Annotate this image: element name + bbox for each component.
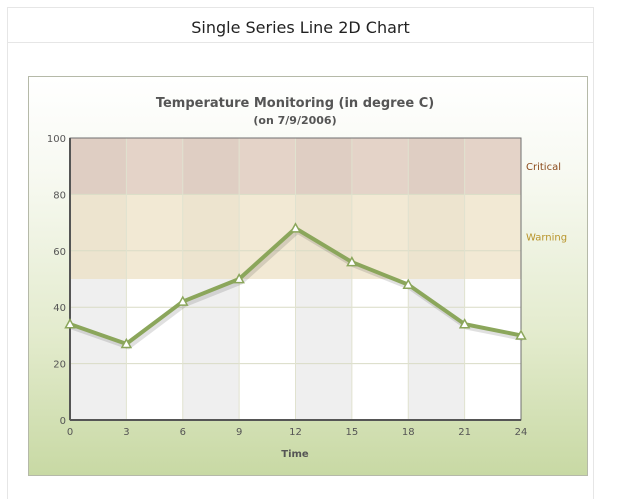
x-tick-label: 3 bbox=[123, 427, 129, 438]
data-point bbox=[402, 278, 415, 289]
x-tick-label: 6 bbox=[180, 427, 186, 438]
y-tick-label: 80 bbox=[53, 190, 66, 201]
trend-label-warning: Warning bbox=[526, 233, 567, 244]
x-tick-label: 15 bbox=[346, 427, 359, 438]
page-title: Single Series Line 2D Chart bbox=[191, 18, 410, 37]
data-points bbox=[64, 222, 527, 349]
x-tick-label: 21 bbox=[458, 427, 471, 438]
trend-label-critical: Critical bbox=[526, 162, 561, 173]
data-point bbox=[233, 272, 245, 284]
data-point bbox=[458, 318, 471, 329]
chart-title: Temperature Monitoring (in degree C) bbox=[156, 96, 434, 111]
x-tick-label: 24 bbox=[515, 427, 528, 438]
data-point bbox=[289, 222, 302, 233]
x-tick-label: 12 bbox=[289, 427, 302, 438]
data-point bbox=[515, 329, 527, 340]
chart-subtitle: (on 7/9/2006) bbox=[253, 114, 336, 127]
data-point bbox=[176, 295, 189, 306]
x-tick-label: 0 bbox=[67, 427, 73, 438]
x-axis-ticks: 0 3 6 9 12 15 18 21 24 bbox=[67, 427, 528, 438]
trend-zone-labels: Critical Warning bbox=[526, 162, 567, 244]
data-point bbox=[120, 337, 133, 349]
line-chart: Temperature Monitoring (in degree C) (on… bbox=[47, 96, 567, 460]
x-tick-label: 9 bbox=[236, 427, 242, 438]
y-axis-ticks: 0 20 40 60 80 100 bbox=[47, 134, 66, 427]
y-tick-label: 60 bbox=[53, 247, 66, 258]
y-tick-label: 20 bbox=[53, 360, 66, 371]
x-tick-label: 18 bbox=[402, 427, 415, 438]
y-tick-label: 100 bbox=[47, 134, 66, 145]
chart-panel: Temperature Monitoring (in degree C) (on… bbox=[28, 76, 588, 476]
y-tick-label: 40 bbox=[53, 303, 66, 314]
chart-container: Single Series Line 2D Chart Temperature … bbox=[7, 7, 594, 499]
y-tick-label: 0 bbox=[60, 416, 66, 427]
data-point bbox=[346, 256, 358, 267]
axes bbox=[69, 137, 522, 421]
x-axis-label: Time bbox=[281, 449, 309, 460]
title-divider bbox=[8, 42, 593, 43]
data-point bbox=[64, 318, 76, 329]
